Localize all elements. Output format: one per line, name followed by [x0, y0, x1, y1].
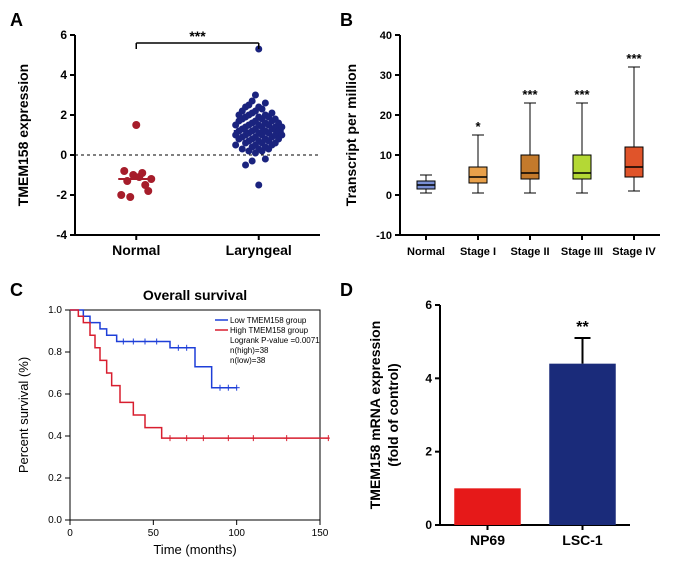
panel-c-label: C [10, 280, 23, 301]
svg-text:0.0: 0.0 [48, 515, 62, 526]
panel-a-label: A [10, 10, 23, 31]
panel-d: D 0 2 4 6 TMEM158 mRNA expression(fold of co… [340, 280, 670, 560]
svg-text:***: *** [574, 87, 590, 102]
svg-text:**: ** [576, 319, 589, 336]
svg-text:20: 20 [380, 110, 392, 122]
svg-text:-2: -2 [56, 188, 67, 202]
svg-text:n(low)=38: n(low)=38 [230, 356, 266, 365]
svg-text:Transcript per million: Transcript per million [343, 64, 359, 206]
svg-text:1.0: 1.0 [48, 305, 62, 316]
svg-text:Normal: Normal [407, 246, 445, 258]
panel-d-label: D [340, 280, 353, 301]
svg-text:Stage III: Stage III [561, 246, 603, 258]
svg-text:NP69: NP69 [470, 532, 505, 548]
svg-text:4: 4 [60, 68, 67, 82]
svg-text:30: 30 [380, 70, 392, 82]
svg-text:0: 0 [386, 190, 392, 202]
svg-text:-4: -4 [56, 228, 67, 242]
svg-text:n(high)=38: n(high)=38 [230, 346, 269, 355]
svg-text:2: 2 [425, 445, 432, 459]
svg-text:***: *** [626, 51, 642, 66]
svg-text:0: 0 [425, 518, 432, 532]
svg-text:6: 6 [60, 28, 67, 42]
svg-text:Low TMEM158 group: Low TMEM158 group [230, 316, 307, 325]
svg-text:TMEM158 expression: TMEM158 expression [15, 64, 31, 206]
panel-c: C 0 50 100 150 0.0 0.2 0.4 0.6 0.8 1.0 Overall sur… [10, 280, 330, 560]
svg-text:50: 50 [148, 528, 160, 539]
svg-text:0: 0 [60, 148, 67, 162]
svg-text:0.8: 0.8 [48, 347, 62, 358]
svg-text:Overall survival: Overall survival [143, 287, 247, 303]
svg-text:***: *** [522, 87, 538, 102]
panel-b-chart: -10 0 10 20 30 40 Transcript per million Normal… [340, 10, 670, 270]
svg-text:TMEM158 mRNA expression: TMEM158 mRNA expression [367, 321, 383, 510]
svg-text:Time (months): Time (months) [153, 542, 236, 557]
svg-text:40: 40 [380, 30, 392, 42]
svg-text:Stage IV: Stage IV [612, 246, 656, 258]
svg-text:*: * [475, 119, 481, 134]
svg-text:0: 0 [67, 528, 73, 539]
svg-text:0.2: 0.2 [48, 473, 62, 484]
svg-text:(fold of control): (fold of control) [385, 363, 401, 466]
svg-text:Logrank P-value =0.0071: Logrank P-value =0.0071 [230, 336, 320, 345]
svg-text:0.6: 0.6 [48, 389, 62, 400]
panel-b: B -10 0 10 20 30 40 Transcript per million Norm… [340, 10, 670, 270]
svg-text:2: 2 [60, 108, 67, 122]
svg-text:***: *** [189, 28, 206, 44]
svg-text:Laryngeal: Laryngeal [226, 242, 292, 258]
panel-a-chart: -4 -2 0 2 4 6 TMEM158 expression Normal Laryngea… [10, 10, 330, 270]
panel-c-chart: 0 50 100 150 0.0 0.2 0.4 0.6 0.8 1.0 Overall survi… [10, 280, 330, 560]
svg-text:6: 6 [425, 298, 432, 312]
svg-text:100: 100 [228, 528, 245, 539]
panel-a: A -4 -2 0 2 4 6 TMEM158 expression Normal Laryng… [10, 10, 330, 270]
svg-text:Normal: Normal [112, 242, 160, 258]
svg-text:10: 10 [380, 150, 392, 162]
svg-text:High TMEM158 group: High TMEM158 group [230, 326, 309, 335]
panel-d-chart: 0 2 4 6 TMEM158 mRNA expression(fold of cont… [340, 280, 670, 560]
svg-text:Percent survival (%): Percent survival (%) [16, 357, 31, 473]
svg-text:150: 150 [312, 528, 329, 539]
svg-text:-10: -10 [376, 230, 392, 242]
svg-text:0.4: 0.4 [48, 431, 62, 442]
svg-text:LSC-1: LSC-1 [562, 532, 603, 548]
svg-text:Stage I: Stage I [460, 246, 496, 258]
svg-text:Stage II: Stage II [510, 246, 549, 258]
panel-b-label: B [340, 10, 353, 31]
svg-text:4: 4 [425, 371, 432, 385]
